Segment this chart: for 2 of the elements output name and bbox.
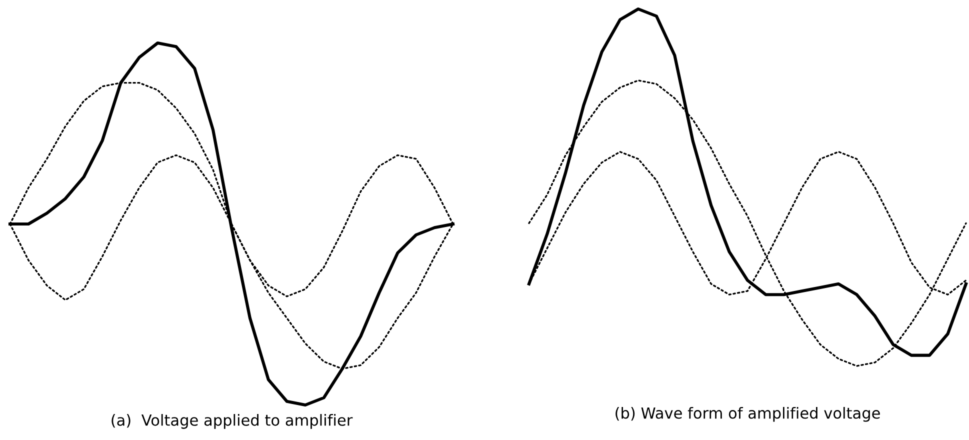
x-axis-title: (b) Wave form of amplified voltage: [616, 406, 880, 422]
x-axis-title: (a) Voltage applied to amplifier: [112, 414, 353, 429]
